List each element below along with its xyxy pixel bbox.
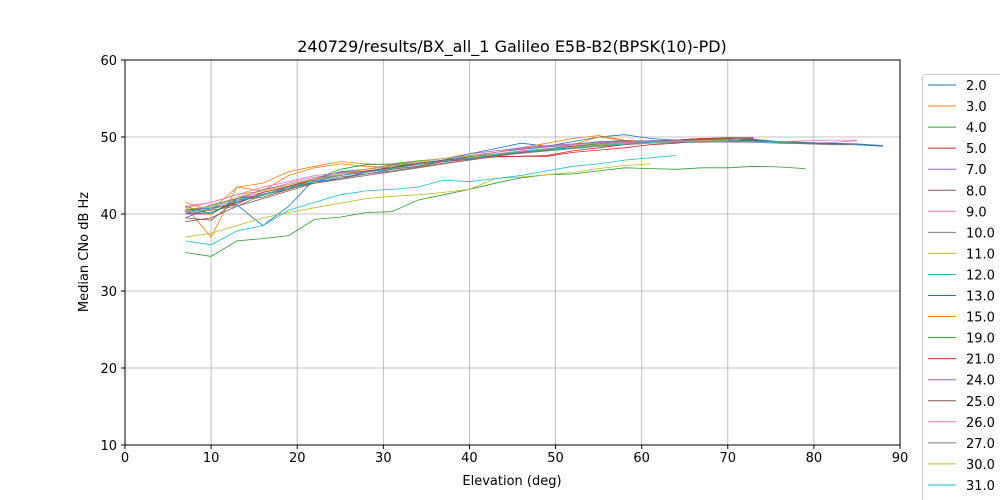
grid xyxy=(124,59,901,446)
x-tick-label: 70 xyxy=(720,451,737,466)
series-line-4.0 xyxy=(185,165,806,257)
legend-label: 24.0 xyxy=(966,374,995,389)
chart-title: 240729/results/BX_all_1 Galileo E5B-B2(B… xyxy=(297,37,727,57)
series-line-26.0 xyxy=(185,139,857,209)
y-tick-label: 10 xyxy=(100,439,117,454)
legend-label: 27.0 xyxy=(966,437,995,452)
legend-label: 11.0 xyxy=(966,247,995,262)
legend-box xyxy=(922,74,1000,500)
x-tick-label: 60 xyxy=(633,451,650,466)
legend-label: 15.0 xyxy=(966,311,995,326)
legend-label: 10.0 xyxy=(966,226,995,241)
plot-frame xyxy=(124,59,901,446)
x-tick-label: 40 xyxy=(461,451,478,466)
legend-label: 19.0 xyxy=(966,332,995,347)
series-line-12.0 xyxy=(185,155,677,246)
x-tick-label: 0 xyxy=(121,451,129,466)
legend-label: 9.0 xyxy=(966,205,987,220)
x-tick-label: 80 xyxy=(806,451,823,466)
y-axis-label: Median CNo dB Hz xyxy=(77,192,92,312)
series-line-9.0 xyxy=(185,140,857,207)
x-axis: 0 10 20 30 40 50 60 70 80 90 xyxy=(121,445,908,466)
x-tick-label: 90 xyxy=(892,451,909,466)
y-tick-label: 30 xyxy=(100,285,117,300)
legend-label: 25.0 xyxy=(966,395,995,410)
series-line-30.0 xyxy=(185,139,728,210)
series-line-3.0 xyxy=(184,136,728,238)
x-tick-label: 20 xyxy=(289,451,306,466)
x-axis-label: Elevation (deg) xyxy=(462,474,561,489)
legend-label: 5.0 xyxy=(966,142,987,157)
legend-label: 8.0 xyxy=(966,184,987,199)
legend-label: 3.0 xyxy=(966,100,987,115)
legend-label: 7.0 xyxy=(966,163,987,178)
legend: 2.0 3.0 4.0 5.0 7.0 8.0 9.0 10.0 11.0 12.0 13.0 15.… xyxy=(922,74,1000,500)
legend-label: 4.0 xyxy=(966,121,987,136)
y-tick-label: 20 xyxy=(100,362,117,377)
y-tick-label: 50 xyxy=(100,131,117,146)
legend-label: 21.0 xyxy=(966,353,995,368)
y-tick-label: 60 xyxy=(100,54,117,69)
series-line-11.0 xyxy=(185,163,651,238)
x-tick-label: 50 xyxy=(547,451,564,466)
legend-label: 30.0 xyxy=(966,458,995,473)
y-tick-label: 40 xyxy=(100,208,117,223)
series-line-15.0 xyxy=(185,135,728,211)
legend-label: 31.0 xyxy=(966,479,995,494)
legend-label: 12.0 xyxy=(966,268,995,283)
series-lines xyxy=(184,134,883,257)
y-axis: 10 20 30 40 50 60 xyxy=(100,54,125,454)
legend-label: 13.0 xyxy=(966,290,995,305)
series-line-31.0 xyxy=(185,140,780,213)
legend-label: 26.0 xyxy=(966,416,995,431)
x-tick-label: 10 xyxy=(203,451,220,466)
x-tick-label: 30 xyxy=(375,451,392,466)
legend-label: 2.0 xyxy=(966,79,987,94)
